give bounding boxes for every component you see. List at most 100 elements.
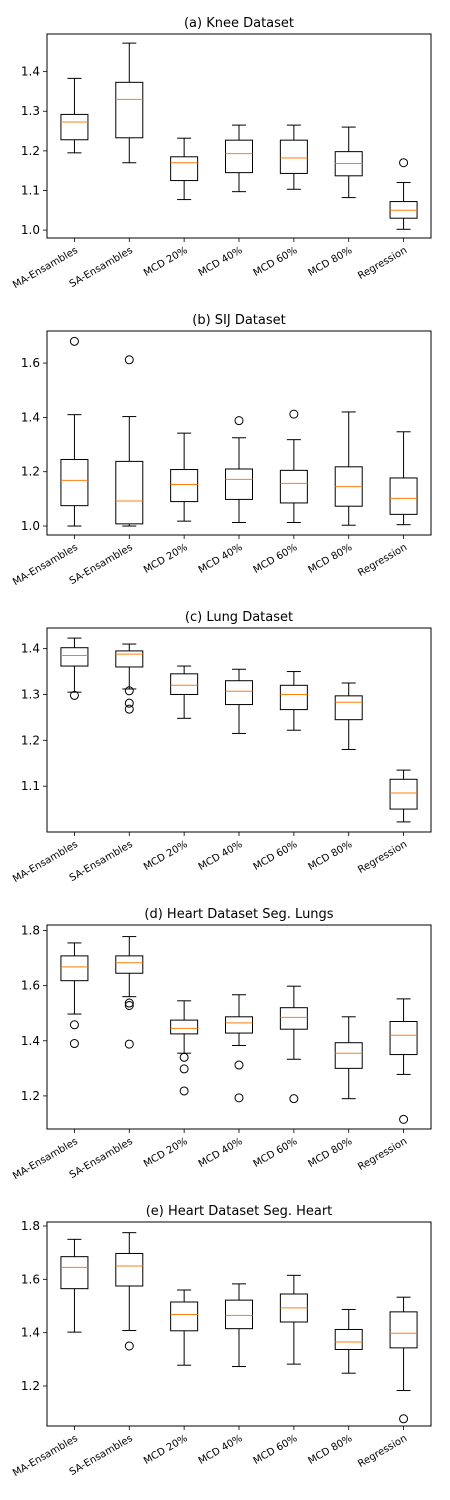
outlier-point: [69, 1039, 79, 1049]
outlier-point: [124, 698, 134, 708]
iqr-box: [389, 1311, 418, 1349]
boxplot-panel: (c) Lung Dataset1.11.21.31.4MA-Ensambles…: [11, 610, 432, 885]
x-tick-label: MCD 40%: [197, 839, 245, 873]
outlier-point: [69, 1020, 79, 1030]
iqr-box: [170, 156, 199, 182]
box-mcd-20-: [170, 432, 199, 522]
box-ma-ensambles: [60, 942, 89, 1049]
x-tick-label: Regression: [356, 1433, 409, 1470]
box-regression: [389, 431, 418, 526]
x-tick-label: MCD 60%: [252, 1433, 300, 1467]
iqr-box: [334, 1328, 363, 1350]
box-mcd-40-: [225, 668, 253, 734]
box-sa-ensambles: [115, 936, 144, 1049]
outlier-point: [234, 1060, 244, 1070]
y-tick-label: 1.4: [21, 410, 40, 424]
outlier-point: [69, 690, 79, 700]
box-mcd-40-: [225, 124, 253, 193]
x-tick-label: MCD 60%: [252, 245, 300, 279]
box-sa-ensambles: [115, 1232, 144, 1351]
panel-title: (b) SIJ Dataset: [192, 313, 286, 328]
box-mcd-60-: [279, 409, 308, 524]
box-mcd-80-: [334, 1308, 363, 1374]
iqr-box: [115, 81, 144, 139]
y-tick-label: 1.4: [21, 1326, 40, 1340]
x-tick-label: MCD 60%: [252, 839, 300, 873]
y-tick-label: 1.2: [21, 1089, 40, 1103]
plot-frame: [46, 330, 432, 536]
outlier-point: [234, 1093, 244, 1103]
iqr-box: [115, 955, 144, 974]
box-sa-ensambles: [115, 355, 144, 527]
outlier-point: [399, 1114, 409, 1124]
box-mcd-80-: [334, 126, 363, 199]
box-ma-ensambles: [60, 77, 89, 154]
boxplot-panel: (a) Knee Dataset1.01.11.21.31.4MA-Ensamb…: [11, 16, 432, 291]
outlier-point: [399, 158, 409, 168]
outlier-point: [124, 355, 134, 365]
iqr-box: [225, 1016, 253, 1034]
x-tick-label: MCD 80%: [307, 245, 355, 279]
x-tick-label: Regression: [356, 1136, 409, 1173]
x-tick-label: MCD 80%: [307, 1433, 355, 1467]
boxplot-panel: (d) Heart Dataset Seg. Lungs 1.2 1.4 1.6 1.8…: [11, 907, 432, 1182]
x-tick-label: MCD 40%: [197, 1136, 245, 1170]
outlier-point: [179, 1052, 189, 1062]
panel-title: (e) Heart Dataset Seg. Heart: [146, 1204, 333, 1219]
y-tick-label: 1.2: [21, 144, 40, 158]
box-mcd-60-: [279, 671, 308, 731]
y-tick-label: 1.6: [21, 979, 40, 993]
outlier-point: [124, 1341, 134, 1351]
outlier-point: [234, 416, 244, 426]
iqr-box: [279, 469, 308, 504]
y-tick-label: 1.4: [21, 1034, 40, 1048]
box-mcd-60-: [279, 1274, 308, 1365]
box-mcd-20-: [170, 665, 199, 719]
box-sa-ensambles: [115, 42, 144, 164]
x-tick-label: MCD 80%: [307, 839, 355, 873]
x-tick-label: MCD 20%: [142, 245, 190, 279]
iqr-box: [60, 955, 89, 982]
x-tick-label: MCD 40%: [197, 542, 245, 576]
x-tick-label: MCD 20%: [142, 1136, 190, 1170]
iqr-box: [389, 778, 418, 810]
outlier-point: [124, 686, 134, 696]
box-mcd-80-: [334, 682, 363, 750]
x-tick-label: MCD 80%: [307, 542, 355, 576]
box-regression: [389, 769, 418, 823]
box-mcd-80-: [334, 411, 363, 526]
iqr-box: [170, 1301, 199, 1332]
box-mcd-20-: [170, 1000, 199, 1096]
outlier-point: [179, 1064, 189, 1074]
iqr-box: [170, 469, 199, 503]
plot-frame: [46, 1221, 432, 1427]
x-tick-label: Regression: [356, 542, 409, 579]
box-ma-ensambles: [60, 1238, 89, 1333]
x-tick-label: MCD 40%: [197, 1433, 245, 1467]
plot-frame: [46, 627, 432, 833]
iqr-box: [60, 458, 89, 507]
x-tick-label: MCD 20%: [142, 542, 190, 576]
y-tick-label: 1.1: [21, 183, 40, 197]
box-ma-ensambles: [60, 336, 89, 527]
panel-title: (a) Knee Dataset: [184, 16, 294, 31]
x-tick-label: Regression: [356, 245, 409, 282]
y-tick-label: 1.2: [21, 733, 40, 747]
box-mcd-20-: [170, 137, 199, 201]
y-tick-label: 1.0: [21, 519, 40, 533]
iqr-box: [279, 139, 308, 174]
iqr-box: [334, 1042, 363, 1069]
outlier-point: [124, 1000, 134, 1010]
iqr-box: [225, 468, 253, 500]
y-tick-label: 1.0: [21, 223, 40, 237]
outlier-point: [289, 1094, 299, 1104]
y-tick-label: 1.3: [21, 104, 40, 118]
iqr-box: [334, 695, 363, 721]
outlier-point: [179, 1086, 189, 1096]
box-mcd-20-: [170, 1289, 199, 1366]
iqr-box: [225, 139, 253, 174]
box-mcd-40-: [225, 994, 253, 1103]
box-regression: [389, 158, 418, 230]
outlier-point: [124, 998, 134, 1008]
